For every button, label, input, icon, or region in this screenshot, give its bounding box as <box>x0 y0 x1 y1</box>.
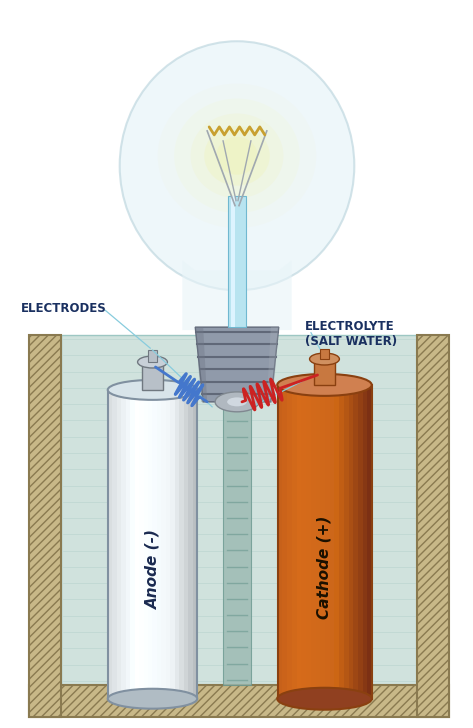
Bar <box>143 390 149 699</box>
Bar <box>141 362 164 390</box>
Bar <box>325 385 330 699</box>
Bar <box>193 390 198 699</box>
Bar <box>170 390 175 699</box>
Bar <box>292 385 297 699</box>
Ellipse shape <box>227 397 247 406</box>
Bar <box>166 390 171 699</box>
Bar <box>368 385 373 699</box>
Bar <box>314 359 335 385</box>
Bar <box>161 390 166 699</box>
Ellipse shape <box>309 353 340 365</box>
Bar <box>228 196 246 327</box>
Bar <box>315 385 321 699</box>
Bar <box>135 390 140 699</box>
Ellipse shape <box>108 380 197 400</box>
Ellipse shape <box>216 137 258 175</box>
Bar <box>121 390 126 699</box>
Bar <box>311 385 316 699</box>
Bar <box>320 385 325 699</box>
Bar <box>223 335 251 685</box>
Bar <box>139 390 144 699</box>
Bar <box>61 335 417 685</box>
Bar <box>175 390 180 699</box>
Polygon shape <box>182 261 292 330</box>
Bar <box>29 335 61 716</box>
Bar <box>282 385 288 699</box>
Bar <box>349 385 354 699</box>
Bar <box>231 196 235 327</box>
Bar <box>29 685 449 716</box>
Ellipse shape <box>204 126 270 186</box>
Bar <box>358 385 363 699</box>
Bar <box>297 385 302 699</box>
Text: ELECTROLYTE
(SALT WATER): ELECTROLYTE (SALT WATER) <box>305 320 397 348</box>
Text: Anode (-): Anode (-) <box>145 529 160 609</box>
Bar <box>363 385 368 699</box>
Ellipse shape <box>174 98 300 213</box>
Bar <box>130 390 135 699</box>
Bar <box>112 390 117 699</box>
Bar <box>319 349 330 359</box>
Bar <box>152 390 158 699</box>
Bar <box>287 385 292 699</box>
Bar <box>278 385 283 699</box>
Bar <box>353 385 359 699</box>
Bar <box>157 390 162 699</box>
Polygon shape <box>195 327 279 402</box>
Bar <box>117 390 122 699</box>
Ellipse shape <box>277 374 372 396</box>
Ellipse shape <box>108 689 197 708</box>
Ellipse shape <box>158 84 316 228</box>
Text: ELECTRODES: ELECTRODES <box>21 301 107 314</box>
Ellipse shape <box>191 114 283 198</box>
Bar <box>344 385 349 699</box>
Bar <box>108 390 113 699</box>
Ellipse shape <box>120 41 354 290</box>
Polygon shape <box>195 327 207 402</box>
Text: Cathode (+): Cathode (+) <box>317 515 332 619</box>
Bar <box>148 390 153 699</box>
Bar <box>339 385 344 699</box>
Bar <box>330 385 335 699</box>
Bar <box>126 390 131 699</box>
Polygon shape <box>267 327 279 402</box>
Bar <box>148 350 158 362</box>
Bar <box>306 385 311 699</box>
Bar <box>179 390 184 699</box>
Bar <box>278 385 372 699</box>
Bar <box>188 390 193 699</box>
Ellipse shape <box>215 392 259 412</box>
Ellipse shape <box>138 356 167 368</box>
Bar <box>301 385 307 699</box>
Bar <box>334 385 340 699</box>
Bar <box>417 335 449 716</box>
Ellipse shape <box>277 688 372 710</box>
Bar <box>108 390 197 699</box>
Bar <box>184 390 189 699</box>
